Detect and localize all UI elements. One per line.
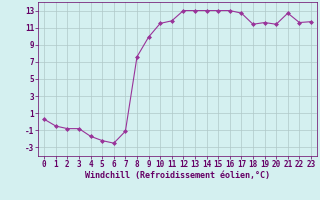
X-axis label: Windchill (Refroidissement éolien,°C): Windchill (Refroidissement éolien,°C) xyxy=(85,171,270,180)
